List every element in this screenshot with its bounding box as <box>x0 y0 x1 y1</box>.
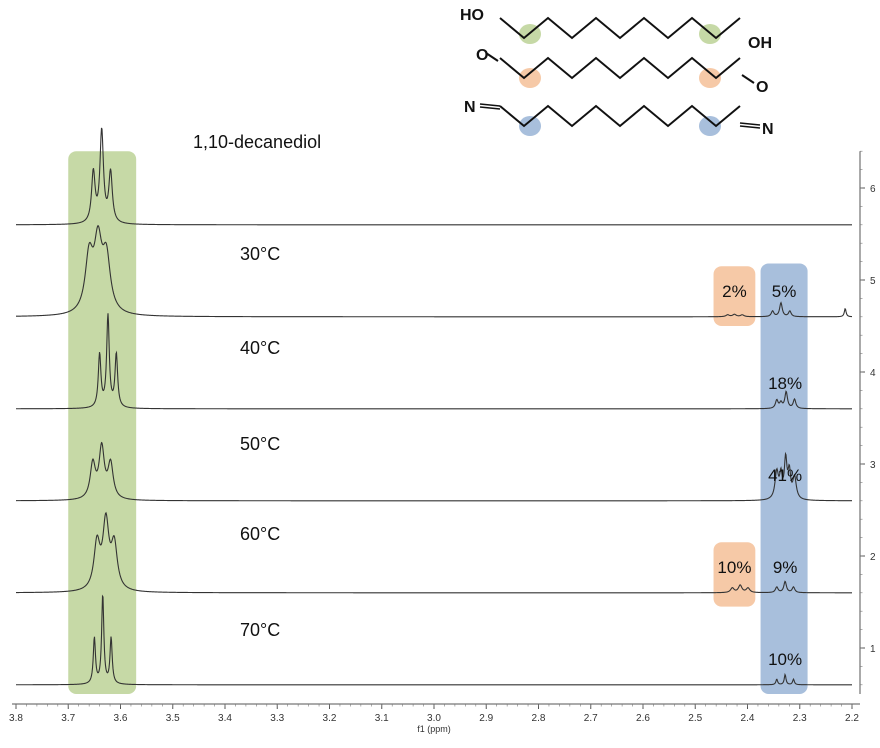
dinitrile-skeleton <box>499 104 741 128</box>
diol-right-group: OH <box>748 35 772 52</box>
dialdehyde-skeleton <box>499 56 741 80</box>
nitrile-left-group: N <box>464 99 476 116</box>
series-label-5: 70°C <box>240 620 280 640</box>
x-tick-label: 2.4 <box>741 713 755 724</box>
y-tick-label: 1 <box>870 644 876 655</box>
nitrile-left-triple-a <box>479 103 501 107</box>
nitrile-right-triple-b <box>739 122 761 126</box>
y-tick-label: 5 <box>870 276 876 287</box>
percent-label-4: 10% <box>717 558 751 577</box>
diol-left-group: HO <box>460 7 484 24</box>
percent-label-1: 5% <box>772 282 797 301</box>
dinitrile-marker-0 <box>519 116 541 136</box>
percent-label-5: 9% <box>773 558 798 577</box>
spectrum-line-4 <box>15 511 852 594</box>
percent-label-6: 10% <box>768 650 802 669</box>
aldehyde-box-30 <box>713 266 756 326</box>
axes: 3.8 3.7 3.6 3.5 3.4 3.3 3.2 3.1 3.0 2.9 2.8 2.7 2.6 2… <box>9 150 876 734</box>
percent-label-0: 2% <box>722 282 747 301</box>
series-label-3: 50°C <box>240 434 280 454</box>
spectra-series <box>15 127 853 686</box>
series-label-1: 30°C <box>240 244 280 264</box>
percentage-annotations: 2% 5% 18% 41% 10% 9% 10% <box>717 282 802 669</box>
dialdehyde-marker-1 <box>699 68 721 88</box>
x-tick-label: 2.3 <box>793 713 807 724</box>
x-tick-label: 3.3 <box>270 713 284 724</box>
nitrile-right-group: N <box>762 121 774 138</box>
spectrum-line-5 <box>16 594 852 686</box>
dinitrile-marker-1 <box>699 116 721 136</box>
nitrile-right-triple-a <box>739 125 761 129</box>
x-tick-label: 2.7 <box>584 713 598 724</box>
spectrum-line-0 <box>16 127 852 226</box>
x-tick-label: 3.2 <box>323 713 337 724</box>
series-labels: 1,10-decanediol 30°C 40°C 50°C 60°C 70°C <box>193 132 321 640</box>
percent-label-3: 41% <box>768 466 802 485</box>
x-tick-label: 3.1 <box>375 713 389 724</box>
series-label-2: 40°C <box>240 338 280 358</box>
x-tick-label: 2.8 <box>532 713 546 724</box>
x-tick-label: 2.6 <box>636 713 650 724</box>
alcohol-band <box>68 151 137 694</box>
spectrum-line-2 <box>16 313 852 410</box>
highlight-bands <box>68 151 808 694</box>
diol-skeleton <box>499 16 741 40</box>
ald-left-double <box>485 52 499 62</box>
x-tick-label: 2.9 <box>479 713 493 724</box>
y-tick-label: 6 <box>870 184 876 195</box>
x-tick-label: 2.5 <box>688 713 702 724</box>
x-axis-title: f1 (ppm) <box>417 724 451 734</box>
chemical-structures: HO OH O O N N <box>460 7 774 138</box>
x-tick-label: 3.8 <box>9 713 23 724</box>
x-tick-label: 3.7 <box>61 713 75 724</box>
series-label-4: 60°C <box>240 524 280 544</box>
spectrum-line-1 <box>15 224 853 318</box>
nitrile-band <box>760 263 808 694</box>
percent-label-2: 18% <box>768 374 802 393</box>
y-tick-label: 2 <box>870 552 876 563</box>
dialdehyde-marker-0 <box>519 68 541 88</box>
ald-right-group: O <box>756 79 768 96</box>
nitrile-left-triple-b <box>479 106 501 110</box>
ald-right-double <box>741 74 755 84</box>
ald-left-group: O <box>476 47 488 64</box>
x-tick-label: 2.2 <box>845 713 859 724</box>
x-tick-label: 3.0 <box>427 713 441 724</box>
series-label-0: 1,10-decanediol <box>193 132 321 152</box>
x-tick-label: 3.4 <box>218 713 232 724</box>
x-tick-label: 3.6 <box>114 713 128 724</box>
x-tick-label: 3.5 <box>166 713 180 724</box>
y-tick-label: 3 <box>870 460 876 471</box>
spectrum-line-3 <box>15 441 852 502</box>
y-tick-label: 4 <box>870 368 876 379</box>
